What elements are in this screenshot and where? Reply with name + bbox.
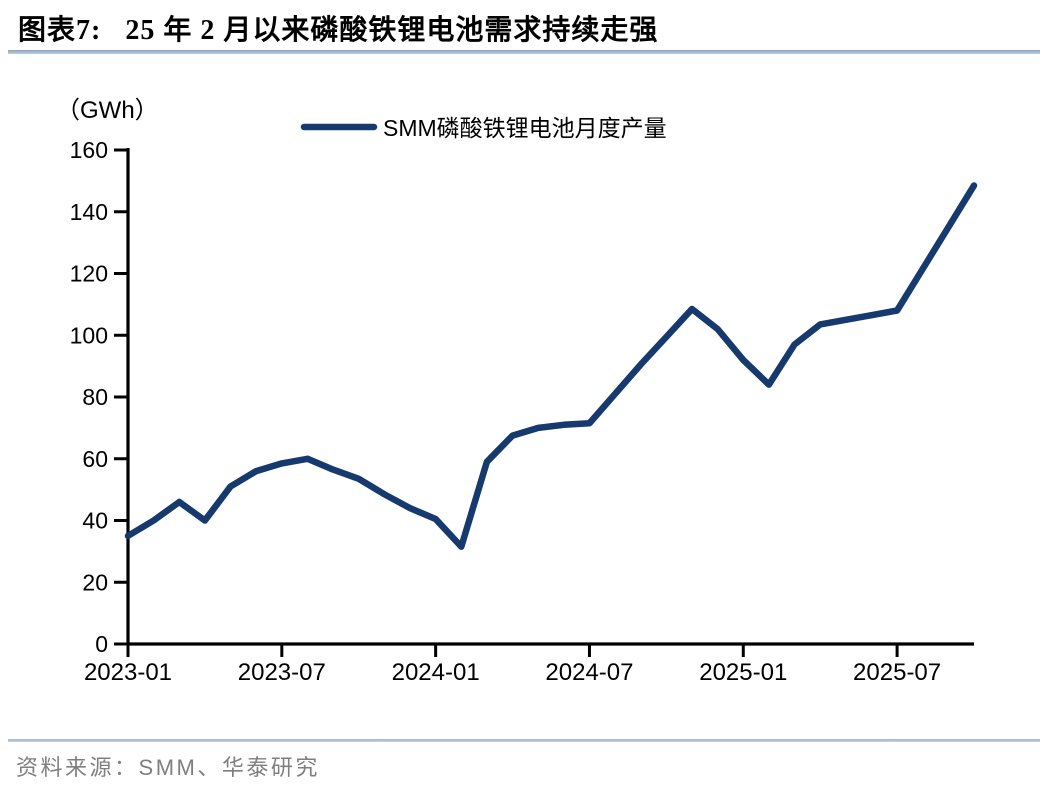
series-line: [124, 182, 978, 550]
y-tick-label: 20: [82, 569, 108, 595]
title-divider: [8, 50, 1040, 54]
x-tick-label: 2023-07: [238, 659, 326, 686]
x-tick-label: 2025-01: [699, 659, 787, 686]
source-label: 资料来源：: [16, 755, 139, 780]
y-tick-label: 120: [70, 261, 108, 287]
y-axis-unit-label: （GWh）: [56, 97, 159, 124]
figure-title: 图表7: 25 年 2 月以来磷酸铁锂电池需求持续走强: [18, 8, 658, 48]
y-tick-label: 60: [82, 446, 108, 472]
figure-title-text: 25 年 2 月以来磷酸铁锂电池需求持续走强: [125, 15, 659, 46]
x-tick-label: 2024-07: [545, 659, 633, 686]
y-tick-label: 160: [70, 137, 108, 163]
y-tick-label: 80: [82, 384, 108, 410]
legend-label: SMM磷酸铁锂电池月度产量: [383, 115, 667, 141]
source-text: SMM、华泰研究: [138, 755, 320, 780]
y-tick-label: 0: [95, 631, 108, 657]
y-tick-label: 40: [82, 508, 108, 534]
source-note: 资料来源：SMM、华泰研究: [16, 750, 320, 782]
y-tick-label: 140: [70, 199, 108, 225]
x-tick-label: 2025-07: [853, 659, 941, 686]
figure-label: 图表7:: [18, 15, 102, 46]
y-tick-label: 100: [70, 322, 108, 348]
x-tick-label: 2024-01: [392, 659, 480, 686]
x-tick-label: 2023-01: [84, 659, 172, 686]
footer-divider: [8, 739, 1040, 742]
